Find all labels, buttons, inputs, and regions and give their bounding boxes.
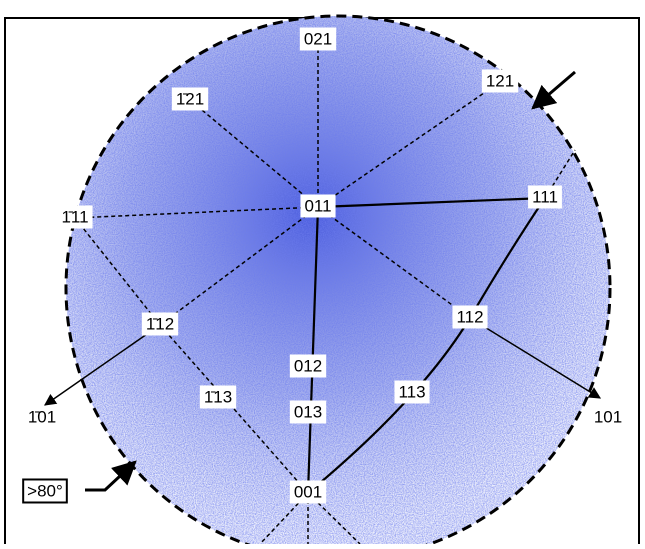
label-box	[394, 380, 430, 404]
arrow	[85, 460, 137, 492]
label-box	[199, 385, 237, 409]
label-box	[289, 480, 327, 504]
pole-label: 113	[398, 382, 425, 401]
label-box	[289, 354, 327, 378]
pole-label: 1̄01	[28, 407, 56, 426]
pole-label: 1̄12	[146, 314, 174, 333]
pole-label: 121	[486, 71, 514, 90]
pole-label: 101	[594, 407, 622, 426]
pole-label: 001	[294, 482, 322, 501]
pole-label: 1̄13	[204, 387, 232, 406]
pole-label: 112	[456, 307, 483, 326]
label-box	[57, 205, 93, 229]
pole-label: 111	[532, 187, 558, 206]
pattern	[66, 16, 610, 549]
label-box	[452, 305, 488, 329]
pole-label: 021	[304, 29, 332, 48]
label-box	[300, 194, 336, 218]
label-box	[528, 185, 562, 209]
label-box	[171, 87, 209, 111]
pole-label: 011	[304, 196, 331, 215]
boundary	[64, 14, 612, 549]
label-box	[141, 312, 179, 336]
arrow	[531, 70, 576, 110]
label-box	[289, 400, 327, 424]
pole-label: 012	[294, 356, 322, 375]
pole-label: >80°	[27, 481, 63, 500]
pole-label: 1̄11	[61, 207, 88, 226]
pole-label: 013	[294, 402, 322, 421]
label-box	[299, 27, 337, 51]
label-box	[481, 69, 519, 93]
pole-label: 1̄21	[176, 89, 204, 108]
label-box	[22, 478, 68, 504]
